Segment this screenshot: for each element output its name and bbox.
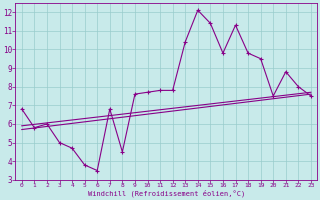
X-axis label: Windchill (Refroidissement éolien,°C): Windchill (Refroidissement éolien,°C)	[88, 190, 245, 197]
